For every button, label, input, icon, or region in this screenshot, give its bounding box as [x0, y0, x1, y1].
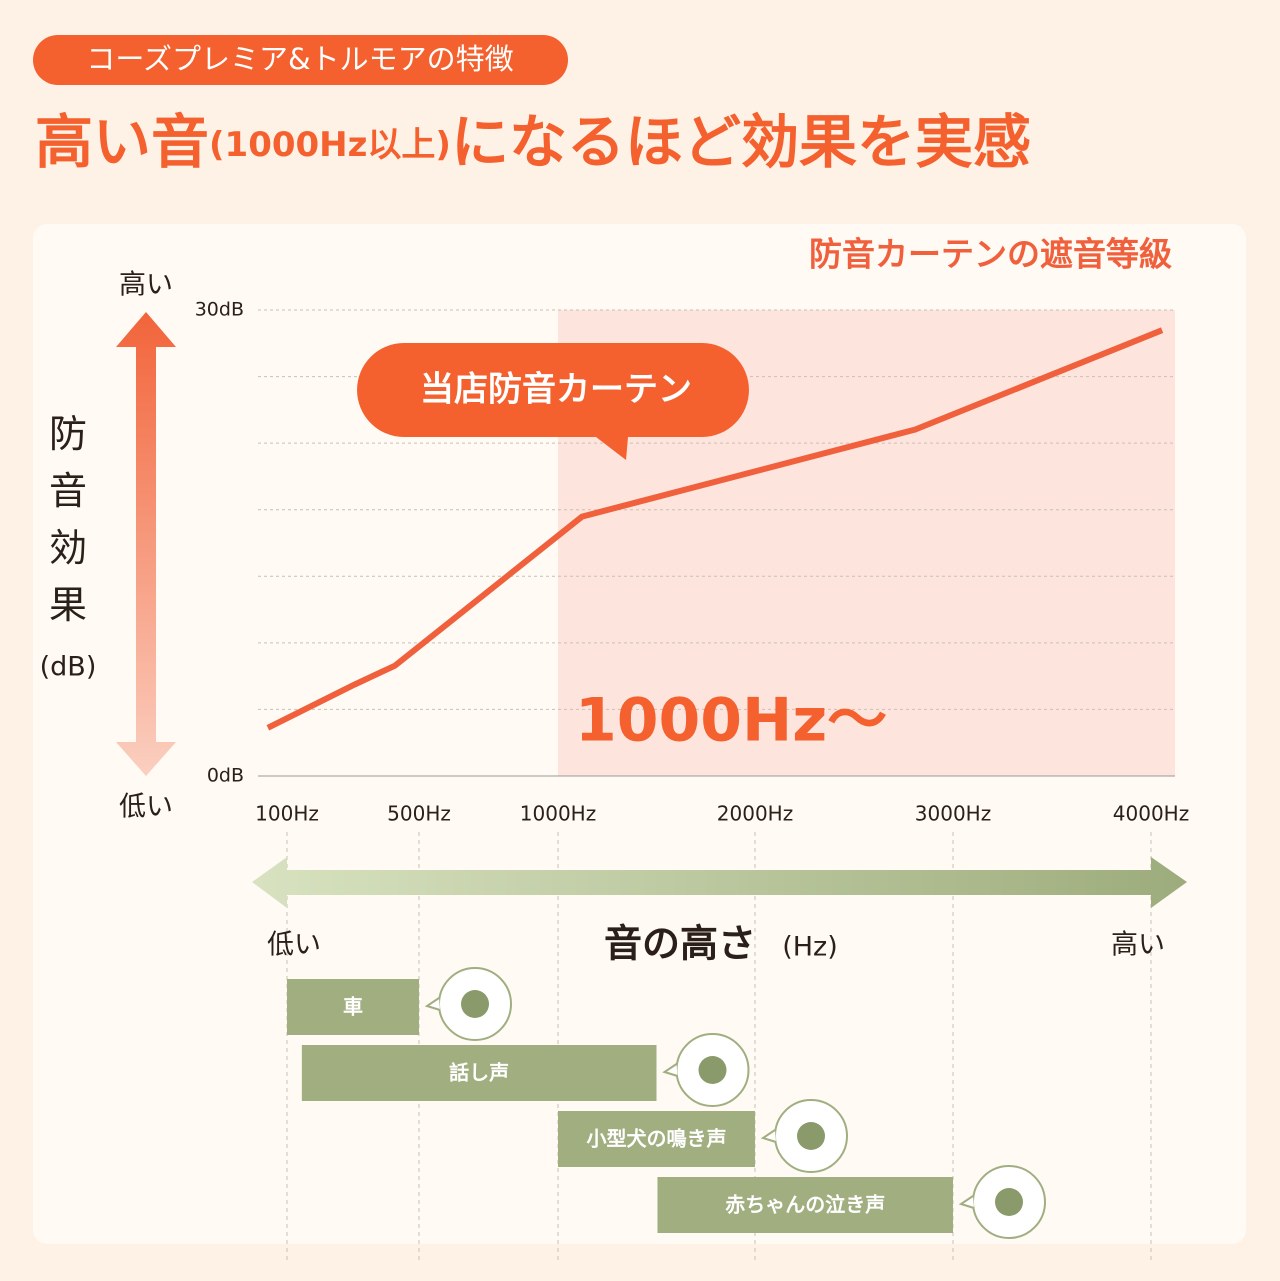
range-bar: [558, 1111, 755, 1167]
y-high: 高い: [119, 270, 173, 301]
range-label: 赤ちゃんの泣き声: [725, 1193, 885, 1217]
title-part: 高い音: [35, 108, 209, 176]
x-tick-label: 4000Hz: [1113, 802, 1189, 826]
x-tick-label: 2000Hz: [717, 802, 793, 826]
tag: コーズプレミア&トルモアの特徴: [86, 42, 513, 76]
series-line: [266, 327, 1164, 731]
series-bubble: [357, 343, 749, 460]
chart: 0dB 30dB 100Hz 500Hz 1000Hz 2000Hz 3000Hz 4000H…: [195, 299, 1189, 1260]
y-unit: (dB): [40, 652, 97, 683]
x-tick-label: 3000Hz: [915, 802, 991, 826]
x-tick-label: 500Hz: [387, 802, 451, 826]
y-low: 低い: [119, 792, 173, 823]
x-tick-label: 100Hz: [255, 802, 319, 826]
icon-pointer: [958, 1195, 975, 1209]
icon-glyph: [797, 1122, 825, 1150]
x-tick-label: 1000Hz: [520, 802, 596, 826]
icon-glyph: [461, 990, 489, 1018]
range-label: 小型犬の鳴き声: [587, 1127, 727, 1151]
title: 高い音(1000Hz以上)になるほど効果を実感: [35, 108, 1031, 176]
range-bar: [287, 979, 419, 1035]
title-part: になるほど効果を実感: [451, 108, 1031, 176]
x-low: 低い: [267, 930, 321, 961]
y-tick-label: 30dB: [195, 299, 244, 321]
y-tick-label: 0dB: [207, 765, 244, 787]
range-label: 車: [343, 995, 363, 1019]
chart-title: 防音カーテンの遮音等級: [809, 235, 1172, 274]
icon-pointer: [760, 1129, 777, 1143]
tag-pill: [33, 35, 568, 85]
highlight-label: 1000Hz〜: [575, 686, 887, 756]
range-bar: [301, 1045, 657, 1101]
series-name: 当店防音カーテン: [420, 370, 692, 410]
x-high: 高い: [1111, 930, 1165, 961]
range-bar: [657, 1177, 953, 1233]
title-part: (1000Hz以上): [209, 125, 451, 165]
icon-pointer: [662, 1063, 678, 1077]
icon-glyph: [698, 1056, 727, 1084]
y-label: 防音効果: [49, 412, 87, 627]
icon-pointer: [424, 997, 441, 1011]
x-label: 音の高さ: [604, 922, 756, 966]
icon-glyph: [995, 1188, 1023, 1216]
x-arrow: [252, 857, 1187, 908]
x-unit: (Hz): [782, 932, 838, 963]
range-label: 話し声: [449, 1061, 509, 1085]
y-arrow: [116, 312, 176, 776]
